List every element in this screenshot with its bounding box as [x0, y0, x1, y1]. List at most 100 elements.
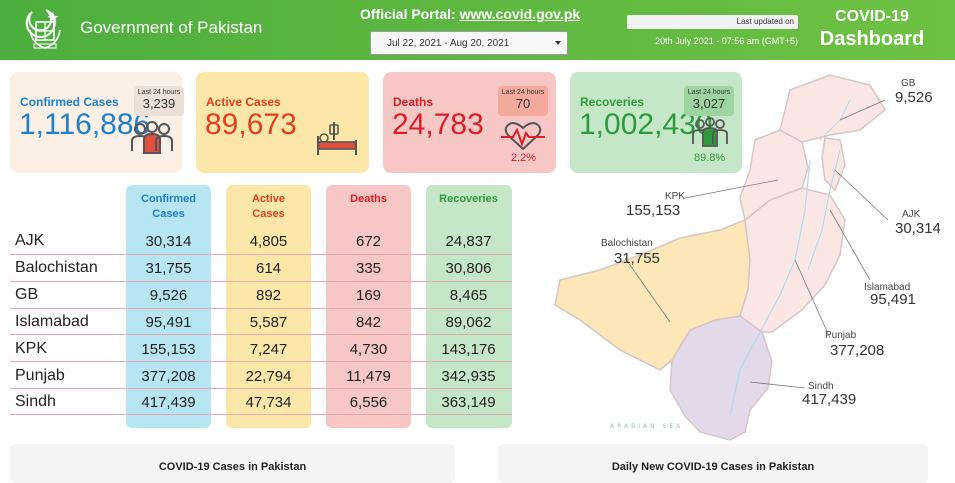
daily-cases-chart-title: Daily New COVID-19 Cases in Pakistan: [611, 461, 815, 473]
row-region: Punjab: [15, 367, 65, 384]
row-deaths: 11,479: [346, 368, 391, 385]
active-cases-card: Active Cases 89,673: [196, 72, 369, 173]
deaths-card: Deaths 24,783 Last 24 hours 70 2.2%: [383, 72, 556, 173]
row-confirmed: 155,153: [141, 341, 196, 358]
row-divider: [10, 388, 512, 389]
table-header-active: Active Cases: [226, 192, 311, 222]
hospital-bed-icon: [317, 122, 357, 155]
portal-label: Official Portal:: [360, 6, 456, 22]
recoveries-last24-label: Last 24 hours: [687, 89, 731, 96]
row-region: KPK: [15, 340, 48, 357]
confirmed-last24-label: Last 24 hours: [137, 89, 181, 96]
map-label-kpk: KPK: [665, 191, 686, 202]
recoveries-column-bg: [426, 185, 512, 428]
row-active: 5,587: [249, 314, 288, 331]
row-recoveries: 89,062: [445, 314, 492, 331]
active-column-bg: [226, 185, 311, 428]
row-divider: [10, 308, 512, 309]
deaths-last24-badge: Last 24 hours 70: [498, 86, 548, 116]
row-confirmed: 31,755: [145, 260, 192, 277]
row-divider: [10, 334, 512, 335]
recoveries-last24-value: 3,027: [692, 96, 726, 111]
official-portal: Official Portal: www.covid.gov.pk: [360, 6, 580, 22]
map-value-gb: 9,526: [895, 89, 933, 106]
table-header-deaths: Deaths: [350, 193, 387, 205]
map-value-islamabad: 95,491: [870, 291, 916, 308]
row-deaths: 6,556: [349, 394, 388, 411]
recoveries-last24-badge: Last 24 hours 3,027: [684, 86, 734, 116]
map-value-sindh: 417,439: [802, 391, 857, 408]
row-deaths: 335: [355, 260, 382, 277]
row-confirmed: 417,439: [141, 394, 196, 411]
row-active: 7,247: [249, 341, 288, 358]
table-header-recoveries: Recoveries: [439, 193, 498, 205]
row-active: 892: [255, 287, 282, 304]
date-range-value: Jul 22, 2021 - Aug 20, 2021: [387, 38, 510, 49]
portal-link[interactable]: www.covid.gov.pk: [459, 6, 581, 22]
row-deaths: 4,730: [349, 341, 388, 358]
active-cases-label: Active Cases: [206, 95, 281, 109]
deaths-label: Deaths: [393, 95, 434, 109]
last-updated-value: 20th July 2021 - 07:56 am (GMT+5): [655, 36, 798, 46]
table-header-confirmed: Confirmed Cases: [126, 192, 211, 222]
map-label-sindh: Sindh: [808, 381, 834, 392]
header-bar: Government of Pakistan Official Portal: …: [0, 0, 955, 60]
dashboard-title: COVID-19 Dashboard: [808, 6, 936, 50]
cases-chart-title: COVID-19 Cases in Pakistan: [158, 461, 307, 473]
table-header-confirmed-line1: Confirmed: [141, 193, 196, 205]
deaths-last24-value: 70: [515, 96, 531, 111]
row-active: 614: [255, 260, 282, 277]
date-range-select[interactable]: Jul 22, 2021 - Aug 20, 2021: [370, 31, 568, 55]
row-region: Islamabad: [15, 313, 89, 330]
table-header-active-line1: Active: [251, 193, 286, 205]
confirmed-cases-value: 1,116,886: [19, 108, 151, 141]
map-label-gb: GB: [901, 78, 916, 89]
confirmed-column-bg: [126, 185, 211, 428]
deaths-percentage: 2.2%: [511, 152, 537, 164]
row-active: 4,805: [249, 233, 288, 250]
dashboard-title-line2: Dashboard: [819, 28, 925, 50]
table-header-confirmed-line2: Cases: [152, 208, 185, 220]
row-recoveries: 363,149: [441, 394, 496, 411]
recoveries-label: Recoveries: [580, 95, 645, 109]
row-active: 47,734: [245, 394, 292, 411]
map-region-gb: [779, 74, 886, 143]
row-region: Sindh: [15, 393, 56, 410]
map-region-ajk: [821, 137, 846, 192]
cases-chart-panel: COVID-19 Cases in Pakistan: [10, 444, 455, 483]
recoveries-card: Recoveries 1,002,430 Last 24 hours 3,027…: [570, 72, 742, 173]
row-deaths: 672: [355, 233, 382, 250]
row-confirmed: 377,208: [141, 368, 196, 385]
arabian-sea-label: ARABIAN SEA: [610, 423, 683, 430]
pakistan-map: ARABIAN SEA GB 9,526 KPK 155,153 AJK 30,…: [540, 70, 955, 442]
deaths-value: 24,783: [392, 108, 484, 141]
row-recoveries: 24,837: [445, 233, 492, 250]
row-region: AJK: [15, 232, 45, 249]
pakistan-map-shape: ARABIAN SEA: [554, 74, 889, 441]
row-recoveries: 30,806: [445, 260, 492, 277]
row-region: GB: [15, 286, 39, 303]
map-river-indus: [729, 159, 811, 416]
confirmed-last24-badge: Last 24 hours 3,239: [134, 86, 184, 116]
map-label-islamabad: Islamabad: [864, 282, 911, 293]
row-divider: [10, 361, 512, 362]
map-label-ajk: AJK: [902, 209, 921, 220]
row-recoveries: 143,176: [441, 341, 496, 358]
heartbeat-icon: [501, 122, 545, 151]
confirmed-last24-value: 3,239: [142, 96, 176, 111]
map-label-balochistan: Balochistan: [601, 238, 653, 249]
confirmed-cases-label: Confirmed Cases: [20, 95, 119, 109]
deaths-last24-label: Last 24 hours: [501, 89, 545, 96]
map-value-ajk: 30,314: [895, 220, 941, 237]
row-confirmed: 30,314: [145, 233, 192, 250]
row-deaths: 842: [355, 314, 382, 331]
row-region: Balochistan: [15, 259, 98, 276]
map-value-punjab: 377,208: [830, 342, 885, 359]
row-confirmed: 95,491: [145, 314, 192, 331]
active-cases-value: 89,673: [205, 108, 297, 141]
map-value-kpk: 155,153: [626, 202, 681, 219]
row-recoveries: 8,465: [449, 287, 488, 304]
row-recoveries: 342,935: [441, 368, 496, 385]
map-value-balochistan: 31,755: [614, 250, 660, 267]
